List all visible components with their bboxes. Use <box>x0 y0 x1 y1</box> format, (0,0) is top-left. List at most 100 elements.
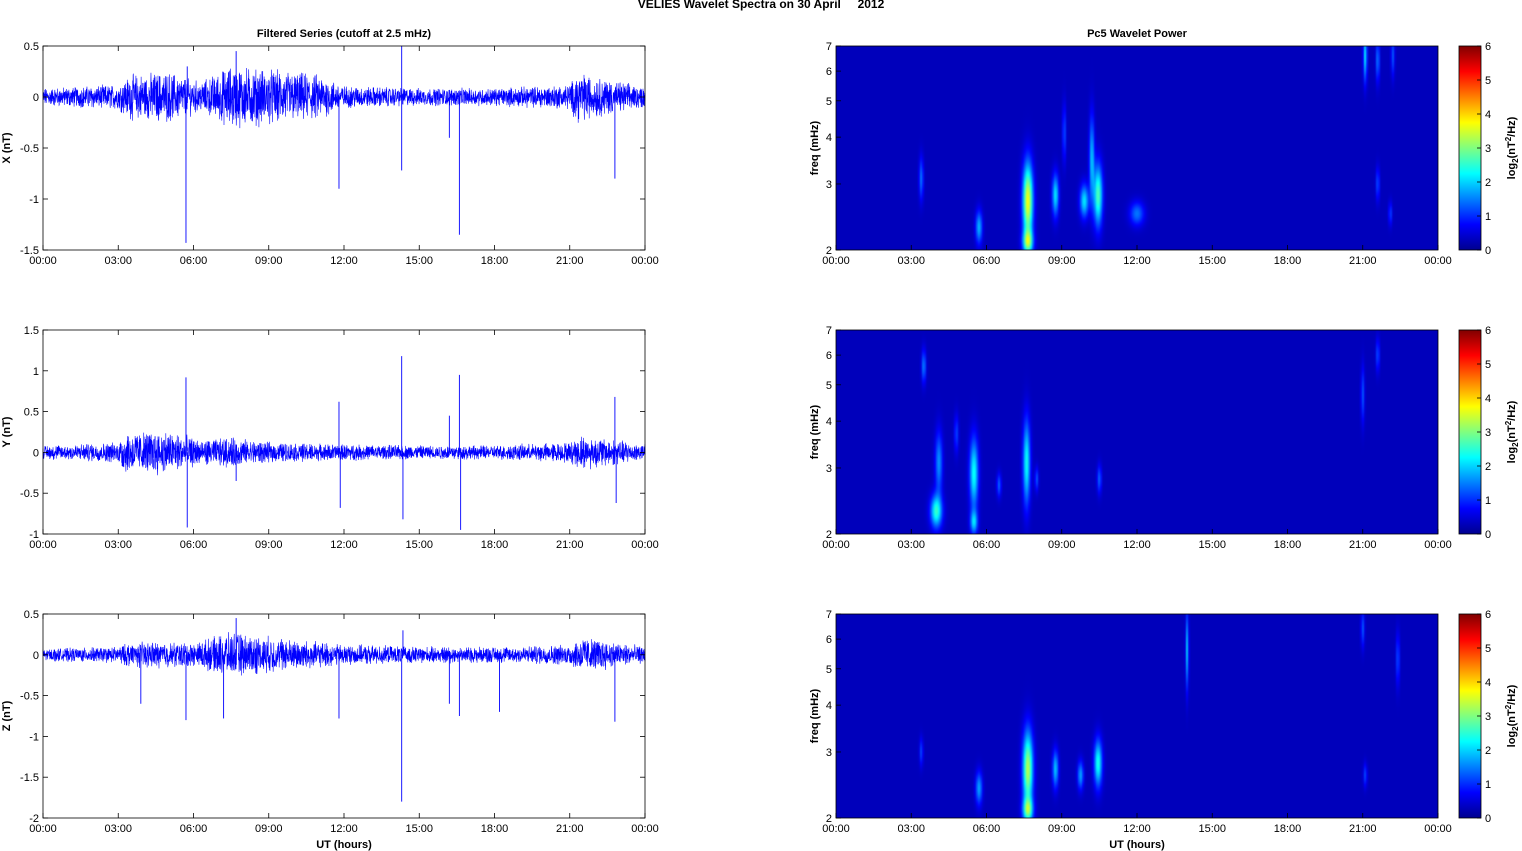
colorbar-label: log2(nT2/Hz) <box>1504 400 1520 463</box>
x-tick-label: 09:00 <box>255 823 283 835</box>
colorbar-tick-label: 4 <box>1485 677 1491 689</box>
colorbar: 0 1 2 3 4 5 6 log2(nT2/Hz) <box>1458 41 1520 257</box>
x-tick-label: 00:00 <box>631 823 659 835</box>
x-tick-label: 15:00 <box>1198 823 1226 835</box>
x-tick-label: 12:00 <box>330 255 358 267</box>
x-tick-label: 06:00 <box>973 255 1001 267</box>
x-tick-label: 12:00 <box>1123 823 1151 835</box>
y-tick-label: 3 <box>826 747 832 759</box>
y-tick-label: 0 <box>33 650 39 662</box>
colorbar-tick-label: 0 <box>1485 245 1491 257</box>
x-tick-label: 12:00 <box>1123 539 1151 551</box>
y-tick-label: 6 <box>826 350 832 362</box>
y-tick-label: 4 <box>826 700 832 712</box>
y-tick-label: 5 <box>826 380 832 392</box>
colorbar-tick-label: 1 <box>1485 211 1491 223</box>
x-tick-label: 12:00 <box>330 539 358 551</box>
y-axis-label: X (nT) <box>1 132 13 163</box>
x-tick-label: 09:00 <box>255 255 283 267</box>
x-tick-label: 09:00 <box>255 539 283 551</box>
y-tick-label: 4 <box>826 416 832 428</box>
colorbar-tick-label: 6 <box>1485 41 1491 53</box>
panel-title: Pc5 Wavelet Power <box>1087 28 1188 40</box>
x-tick-label: 18:00 <box>481 823 509 835</box>
y-tick-label: 2 <box>826 245 832 257</box>
x-axis-label: UT (hours) <box>1109 839 1165 851</box>
y-tick-label: 7 <box>826 609 832 621</box>
y-axis-label: freq (mHz) <box>809 688 821 743</box>
y-tick-label: -1 <box>29 529 39 541</box>
x-tick-label: 00:00 <box>1424 255 1452 267</box>
colorbar-tick-label: 0 <box>1485 813 1491 825</box>
panel-title: Filtered Series (cutoff at 2.5 mHz) <box>257 28 432 40</box>
x-tick-label: 15:00 <box>1198 255 1226 267</box>
y-tick-label: 2 <box>826 529 832 541</box>
timeseries-panel-3: -2 -1.5 -1 -0.5 0 0.5 00:00 03:00 06:00 09:00 12:0… <box>1 609 659 851</box>
y-tick-label: 1.5 <box>24 325 39 337</box>
wavelet-panel-1: 2 3 4 5 6 7 00:00 03:00 06:00 09:00 12:00 15:00 18:0… <box>809 28 1520 267</box>
x-tick-label: 00:00 <box>29 823 57 835</box>
x-tick-label: 09:00 <box>1048 255 1076 267</box>
y-tick-label: 6 <box>826 634 832 646</box>
x-tick-label: 21:00 <box>1349 823 1377 835</box>
x-tick-label: 00:00 <box>1424 539 1452 551</box>
wavelet-heatmap <box>836 614 1438 818</box>
y-tick-label: 3 <box>826 463 832 475</box>
x-tick-label: 15:00 <box>405 539 433 551</box>
y-tick-label: 0 <box>33 92 39 104</box>
x-tick-label: 21:00 <box>556 255 584 267</box>
colorbar-tick-label: 4 <box>1485 393 1491 405</box>
x-tick-label: 12:00 <box>1123 255 1151 267</box>
x-tick-label: 00:00 <box>29 539 57 551</box>
x-tick-label: 21:00 <box>1349 255 1377 267</box>
x-tick-label: 00:00 <box>822 823 850 835</box>
y-tick-label: 7 <box>826 325 832 337</box>
y-tick-label: 2 <box>826 813 832 825</box>
y-tick-label: 4 <box>826 132 832 144</box>
colorbar-tick-label: 2 <box>1485 177 1491 189</box>
colorbar: 0 1 2 3 4 5 6 log2(nT2/Hz) <box>1458 609 1520 825</box>
x-tick-label: 18:00 <box>1274 255 1302 267</box>
x-tick-label: 03:00 <box>897 539 925 551</box>
x-tick-label: 21:00 <box>1349 539 1377 551</box>
y-tick-label: -2 <box>29 813 39 825</box>
colorbar-tick-label: 1 <box>1485 495 1491 507</box>
y-axis-label: Y (nT) <box>1 416 13 447</box>
x-tick-label: 06:00 <box>180 539 208 551</box>
colorbar-tick-label: 2 <box>1485 745 1491 757</box>
y-tick-label: 0 <box>33 447 39 459</box>
colorbar-tick-label: 6 <box>1485 325 1491 337</box>
y-tick-label: 5 <box>826 664 832 676</box>
colorbar-tick-label: 6 <box>1485 609 1491 621</box>
x-tick-label: 03:00 <box>104 539 132 551</box>
x-tick-label: 15:00 <box>405 255 433 267</box>
y-tick-label: 6 <box>826 66 832 78</box>
y-tick-label: 0.5 <box>24 41 39 53</box>
x-tick-label: 09:00 <box>1048 823 1076 835</box>
y-axis-label: freq (mHz) <box>809 120 821 175</box>
y-tick-label: 1 <box>33 366 39 378</box>
timeseries-panel-1: -1.5 -1 -0.5 0 0.5 00:00 03:00 06:00 09:00 12:00 1… <box>1 28 659 267</box>
x-tick-label: 15:00 <box>1198 539 1226 551</box>
series-line <box>42 432 646 476</box>
x-tick-label: 18:00 <box>1274 823 1302 835</box>
colorbar-tick-label: 2 <box>1485 461 1491 473</box>
wavelet-heatmap <box>836 46 1438 250</box>
y-tick-label: -0.5 <box>20 691 39 703</box>
x-tick-label: 00:00 <box>822 255 850 267</box>
x-tick-label: 06:00 <box>973 539 1001 551</box>
x-tick-label: 00:00 <box>631 539 659 551</box>
y-tick-label: 0.5 <box>24 407 39 419</box>
plot-area <box>43 614 645 818</box>
y-tick-label: 5 <box>826 96 832 108</box>
y-tick-label: 3 <box>826 179 832 191</box>
x-tick-label: 03:00 <box>897 823 925 835</box>
colorbar-tick-label: 5 <box>1485 75 1491 87</box>
wavelet-panel-2: 2 3 4 5 6 7 00:00 03:00 06:00 09:00 12:00 15:00 18:0… <box>809 325 1520 551</box>
x-tick-label: 00:00 <box>822 539 850 551</box>
timeseries-panel-2: -1 -0.5 0 0.5 1 1.5 00:00 03:00 06:00 09:00 12:00 1… <box>1 325 659 551</box>
y-tick-label: -1 <box>29 731 39 743</box>
x-tick-label: 03:00 <box>104 823 132 835</box>
colorbar-tick-label: 3 <box>1485 711 1491 723</box>
